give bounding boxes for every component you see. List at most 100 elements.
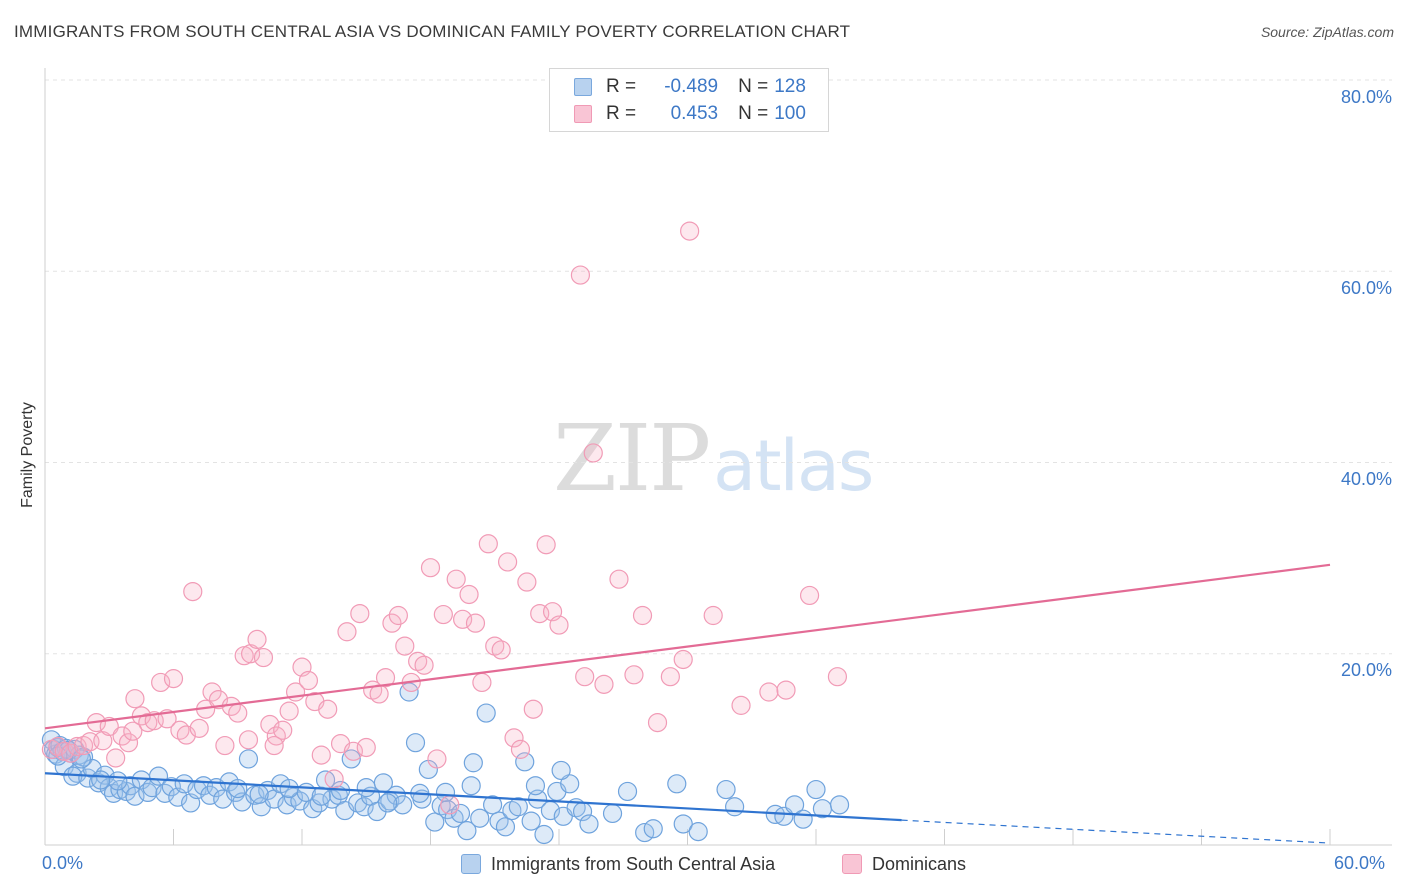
legend-swatch-pink bbox=[842, 854, 862, 874]
point-dominican bbox=[238, 730, 259, 750]
point-dominican bbox=[183, 581, 203, 602]
point-dominican bbox=[420, 558, 441, 578]
point-south-central-asia bbox=[495, 817, 516, 837]
point-south-central-asia bbox=[806, 779, 826, 800]
point-dominican bbox=[427, 749, 447, 769]
point-dominican bbox=[440, 795, 460, 815]
point-dominican bbox=[491, 640, 511, 660]
point-dominican bbox=[647, 712, 668, 733]
point-south-central-asia bbox=[354, 797, 374, 817]
point-south-central-asia bbox=[425, 812, 445, 832]
legend-row-series2: R = 0.453 N = 100 bbox=[574, 102, 806, 126]
point-dominican bbox=[118, 733, 139, 753]
point-south-central-asia bbox=[551, 760, 571, 781]
legend-n-label: N = bbox=[738, 103, 769, 124]
point-dominican bbox=[570, 265, 591, 285]
legend-n-value: 128 bbox=[774, 76, 806, 97]
trendline-south-central-asia bbox=[44, 772, 902, 822]
point-dominican bbox=[536, 535, 556, 555]
y-axis-label: Family Poverty bbox=[19, 402, 36, 508]
point-dominican bbox=[680, 221, 700, 241]
point-south-central-asia bbox=[435, 782, 456, 803]
point-south-central-asia bbox=[667, 774, 687, 794]
point-south-central-asia bbox=[277, 795, 297, 815]
chart-title: IMMIGRANTS FROM SOUTH CENTRAL ASIA VS DO… bbox=[14, 22, 851, 41]
legend-swatch-blue bbox=[461, 854, 481, 874]
point-south-central-asia bbox=[200, 785, 220, 805]
point-south-central-asia bbox=[238, 749, 259, 769]
point-dominican bbox=[594, 674, 614, 694]
point-dominican bbox=[311, 745, 331, 765]
point-south-central-asia bbox=[521, 811, 541, 831]
point-dominican bbox=[583, 443, 603, 463]
point-south-central-asia bbox=[534, 824, 554, 845]
point-dominican bbox=[324, 769, 344, 789]
point-dominican bbox=[446, 569, 466, 589]
watermark: ZIPatlas bbox=[553, 405, 874, 512]
point-dominican bbox=[478, 534, 498, 554]
point-dominican bbox=[759, 682, 779, 702]
point-south-central-asia bbox=[108, 771, 128, 791]
legend-swatch-pink bbox=[574, 105, 592, 123]
legend-n-value: 100 bbox=[774, 103, 806, 124]
point-south-central-asia bbox=[579, 814, 599, 834]
legend-n-label: N = bbox=[738, 76, 769, 97]
point-dominican bbox=[624, 665, 644, 685]
point-south-central-asia bbox=[525, 776, 546, 796]
point-dominican bbox=[151, 672, 171, 693]
y-tick-label: 80.0% bbox=[1340, 87, 1392, 107]
point-dominican bbox=[575, 667, 595, 687]
point-dominican bbox=[465, 613, 486, 633]
point-dominican bbox=[337, 622, 357, 642]
point-dominican bbox=[247, 629, 267, 650]
legend-r-label: R = bbox=[606, 76, 637, 97]
point-south-central-asia bbox=[688, 822, 708, 842]
point-dominican bbox=[776, 680, 796, 700]
point-dominican bbox=[827, 667, 848, 687]
legend-item-south-central-asia[interactable]: Immigrants from South Central Asia bbox=[461, 852, 775, 876]
point-dominican bbox=[549, 615, 569, 635]
legend-item-dominicans[interactable]: Dominicans bbox=[842, 852, 966, 876]
point-dominican bbox=[375, 668, 396, 688]
point-south-central-asia bbox=[88, 773, 109, 793]
point-dominican bbox=[609, 569, 629, 589]
point-south-central-asia bbox=[602, 803, 623, 824]
point-south-central-asia bbox=[725, 797, 745, 817]
point-dominican bbox=[67, 736, 87, 757]
y-tick-label: 40.0% bbox=[1340, 469, 1392, 489]
point-dominican bbox=[264, 735, 284, 756]
source-label: Source: ZipAtlas.com bbox=[1260, 24, 1394, 40]
legend-label: Dominicans bbox=[872, 853, 967, 874]
point-dominican bbox=[510, 739, 531, 759]
point-south-central-asia bbox=[279, 778, 299, 799]
point-dominican bbox=[395, 636, 415, 656]
x-tick-label: 60.0% bbox=[1334, 853, 1386, 873]
point-south-central-asia bbox=[125, 786, 145, 806]
point-south-central-asia bbox=[515, 752, 535, 772]
point-south-central-asia bbox=[341, 749, 361, 769]
point-south-central-asia bbox=[378, 793, 398, 813]
point-dominican bbox=[123, 721, 143, 741]
point-dominican bbox=[273, 720, 293, 740]
point-dominican bbox=[433, 604, 453, 625]
legend-label: Immigrants from South Central Asia bbox=[491, 853, 776, 874]
point-dominican bbox=[298, 670, 319, 691]
point-dominican bbox=[356, 737, 376, 758]
y-tick-label: 20.0% bbox=[1340, 660, 1392, 680]
point-south-central-asia bbox=[793, 809, 813, 829]
watermark-zip: ZIP bbox=[553, 405, 711, 512]
point-south-central-asia bbox=[483, 795, 503, 815]
point-south-central-asia bbox=[673, 814, 693, 834]
point-dominican bbox=[106, 748, 126, 768]
point-dominican bbox=[504, 728, 524, 748]
point-dominican bbox=[125, 689, 145, 709]
legend-r-label: R = bbox=[606, 103, 637, 124]
y-tick-label: 60.0% bbox=[1340, 278, 1392, 298]
point-dominican bbox=[202, 682, 222, 702]
point-south-central-asia bbox=[617, 781, 638, 802]
point-dominican bbox=[517, 572, 537, 592]
point-dominican bbox=[318, 699, 338, 719]
point-dominican bbox=[93, 731, 113, 751]
point-dominican bbox=[215, 735, 235, 756]
